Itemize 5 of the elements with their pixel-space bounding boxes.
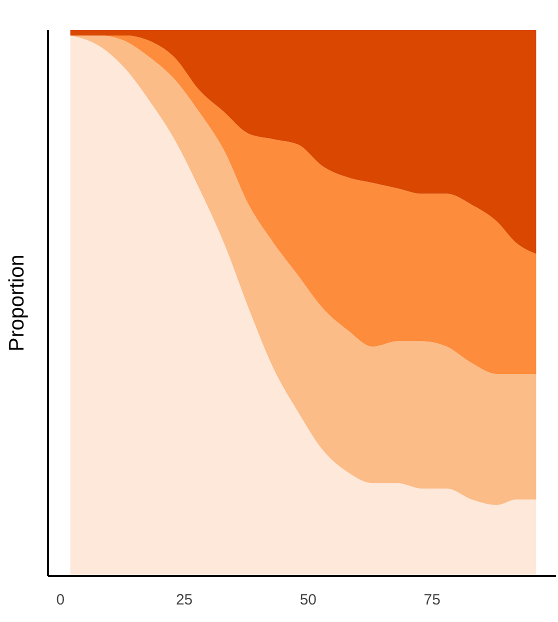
x-tick-label: 25 (176, 592, 193, 609)
x-tick-label: 50 (300, 592, 317, 609)
x-tick-label: 0 (56, 592, 65, 609)
x-tick-label: 75 (424, 592, 440, 609)
y-axis-title: Proportion (5, 254, 28, 352)
